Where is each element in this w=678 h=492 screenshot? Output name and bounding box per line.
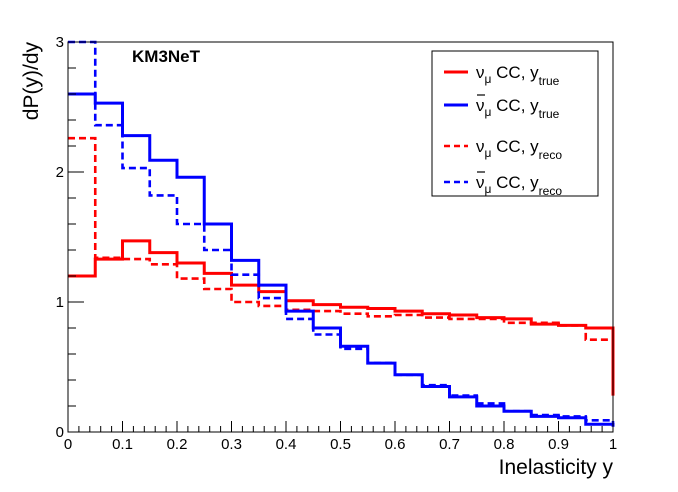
x-tick-label: 0.8 <box>494 436 515 453</box>
x-tick-label: 0 <box>64 436 72 453</box>
x-tick-label: 1 <box>609 436 617 453</box>
y-tick-label: 3 <box>56 34 64 51</box>
x-ticks <box>67 421 614 432</box>
x-tick-label: 0.7 <box>439 436 460 453</box>
legend-label-numubar-reco: νμ CC, yreco <box>476 173 562 198</box>
y-tick-label: 2 <box>56 164 64 181</box>
y-axis-label: dP(y)/dy <box>20 42 43 121</box>
x-tick-label: 0.9 <box>548 436 569 453</box>
x-tick-label: 0.1 <box>112 436 133 453</box>
chart-title: KM3NeT <box>132 47 201 66</box>
x-tick-label: 0.2 <box>167 436 188 453</box>
legend-label-numu-true: νμ CC, ytrue <box>476 63 560 88</box>
x-axis-label: Inelasticity y <box>499 456 614 479</box>
x-tick-label: 0.3 <box>221 436 242 453</box>
legend-frame <box>431 50 599 197</box>
y-ticks <box>68 41 84 433</box>
series-layer <box>68 40 615 427</box>
legend-label-numu-reco: νμ CC, yreco <box>476 137 562 162</box>
axes-layer: 0 0.1 0.2 0.3 0.4 0.5 0.6 0.7 0.8 0.9 1 0 1 2 3 <box>56 34 618 453</box>
y-tick-label: 1 <box>56 294 64 311</box>
legend: νμ CC, ytrue νμ CC, ytrue νμ CC, yreco νμ C… <box>431 50 599 198</box>
legend-label-numubar-true: νμ CC, ytrue <box>476 96 560 121</box>
series-line-numubar-reco <box>68 40 615 423</box>
series-line-numubar-true <box>68 92 615 427</box>
x-tick-label: 0.4 <box>276 436 297 453</box>
series-line-numu-reco <box>68 136 615 379</box>
series-line-numu-true <box>68 239 615 396</box>
x-tick-label: 0.5 <box>330 436 351 453</box>
x-tick-label: 0.6 <box>385 436 406 453</box>
y-tick-label: 0 <box>56 424 64 441</box>
